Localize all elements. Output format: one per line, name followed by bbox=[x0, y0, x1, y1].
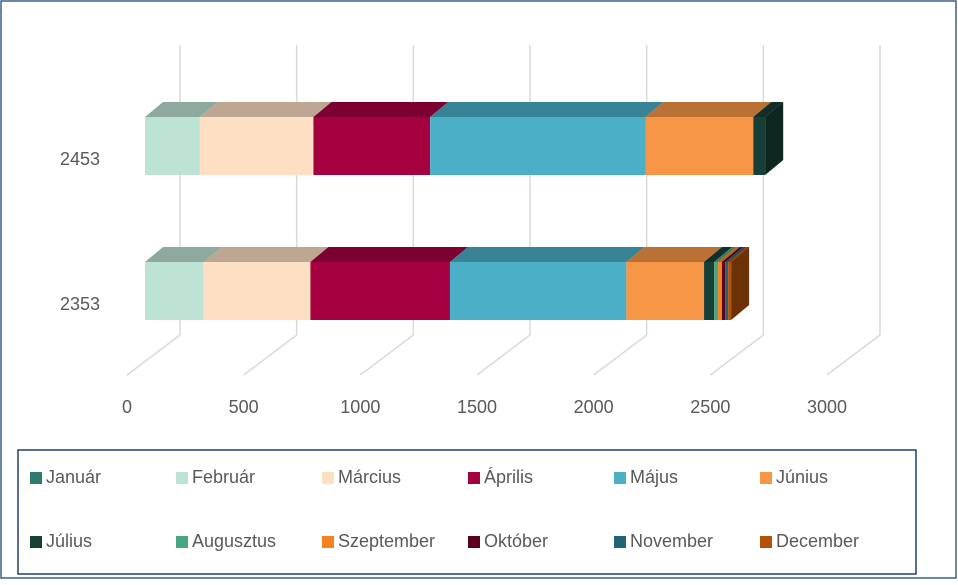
x-tick-label: 500 bbox=[229, 397, 259, 417]
legend-label: November bbox=[630, 531, 713, 551]
legend-label: Szeptember bbox=[338, 531, 435, 551]
legend-swatch bbox=[176, 472, 188, 484]
bar-top bbox=[145, 247, 222, 262]
legend-swatch bbox=[322, 472, 334, 484]
bar-top bbox=[203, 247, 329, 262]
legend-label: Március bbox=[338, 467, 401, 487]
bar bbox=[718, 262, 723, 320]
bar-side bbox=[731, 247, 750, 320]
floor-line bbox=[476, 334, 531, 376]
legend-swatch bbox=[30, 472, 42, 484]
bar bbox=[430, 117, 646, 175]
legend-label: Január bbox=[46, 467, 101, 487]
floor-line bbox=[126, 334, 181, 376]
legend-label: Február bbox=[192, 467, 255, 487]
x-tick-label: 3000 bbox=[807, 397, 847, 417]
bar bbox=[753, 117, 766, 175]
bar bbox=[145, 117, 200, 175]
legend-swatch bbox=[468, 536, 480, 548]
floor-line bbox=[359, 334, 414, 376]
bar bbox=[728, 262, 732, 320]
legend-swatch bbox=[176, 536, 188, 548]
bar bbox=[203, 262, 311, 320]
y-tick-label: 2453 bbox=[60, 149, 100, 169]
bar bbox=[449, 262, 627, 320]
legend-label: Október bbox=[484, 531, 548, 551]
bar-side bbox=[765, 102, 784, 175]
bar-top bbox=[753, 102, 784, 117]
bar-top bbox=[145, 102, 218, 117]
legend-swatch bbox=[760, 536, 772, 548]
bar-top bbox=[725, 247, 747, 262]
bar bbox=[725, 262, 729, 320]
bar bbox=[714, 262, 719, 320]
x-tick-label: 0 bbox=[122, 397, 132, 417]
bar-top bbox=[449, 247, 645, 262]
bar bbox=[310, 262, 450, 320]
bar bbox=[704, 262, 715, 320]
floor-line bbox=[243, 334, 298, 376]
bar bbox=[722, 262, 726, 320]
bar-top bbox=[704, 247, 733, 262]
legend-label: Május bbox=[630, 467, 678, 487]
x-tick-label: 1000 bbox=[340, 397, 380, 417]
floor-line bbox=[709, 334, 764, 376]
legend-swatch bbox=[30, 536, 42, 548]
bar-top bbox=[430, 102, 664, 117]
legend-swatch bbox=[614, 472, 626, 484]
bar bbox=[145, 262, 204, 320]
bar bbox=[313, 117, 431, 175]
bar-top bbox=[313, 102, 449, 117]
legend-label: Augusztus bbox=[192, 531, 276, 551]
bar-top bbox=[718, 247, 741, 262]
bar-top bbox=[645, 102, 772, 117]
bar-top bbox=[310, 247, 468, 262]
bar-top bbox=[199, 102, 332, 117]
legend-swatch bbox=[322, 536, 334, 548]
bar-top bbox=[714, 247, 737, 262]
legend-box bbox=[17, 449, 917, 575]
legend-label: Április bbox=[484, 467, 533, 487]
floor-line bbox=[593, 334, 648, 376]
legend-swatch bbox=[614, 536, 626, 548]
x-tick-label: 2500 bbox=[690, 397, 730, 417]
bar-top bbox=[626, 247, 723, 262]
bar-top bbox=[728, 247, 750, 262]
legend-label: Június bbox=[776, 467, 828, 487]
floor-line bbox=[826, 334, 881, 376]
y-tick-label: 2353 bbox=[60, 294, 100, 314]
x-tick-label: 1500 bbox=[457, 397, 497, 417]
legend-label: December bbox=[776, 531, 859, 551]
bar bbox=[645, 117, 754, 175]
bar bbox=[626, 262, 705, 320]
legend-label: Július bbox=[46, 531, 92, 551]
legend-swatch bbox=[468, 472, 480, 484]
x-tick-label: 2000 bbox=[574, 397, 614, 417]
legend-swatch bbox=[760, 472, 772, 484]
bar bbox=[199, 117, 314, 175]
bar-top bbox=[722, 247, 744, 262]
